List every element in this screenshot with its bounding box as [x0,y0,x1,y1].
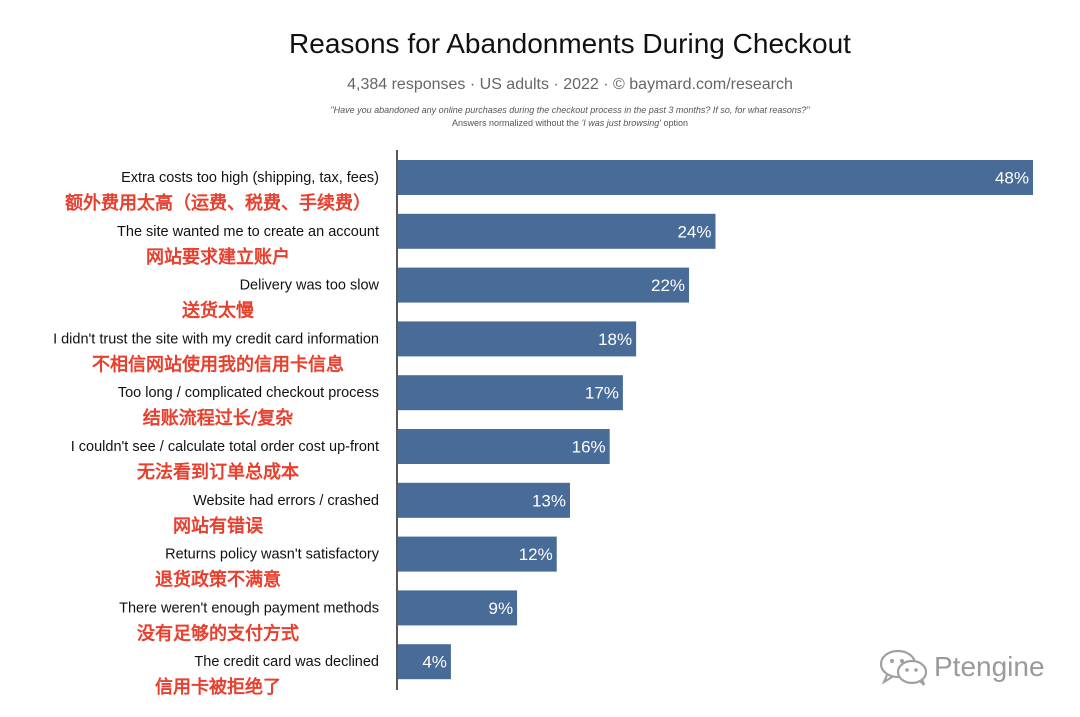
bar [398,482,570,518]
note-emphasis: 'I was just browsing' [581,118,661,128]
bar-value-label: 17% [585,384,619,403]
bar-value-label: 18% [598,330,632,349]
bar-value-label: 24% [677,222,711,241]
category-label: Returns policy wasn't satisfactory [165,547,380,563]
bar-value-label: 22% [651,276,685,295]
chinese-translation-label: 无法看到订单总成本 [137,461,299,483]
bar-value-label: 9% [488,599,513,618]
chinese-translation-label: 退货政策不满意 [155,569,281,591]
bar-value-label: 4% [422,653,447,672]
bar-value-label: 13% [532,491,566,510]
category-label: I didn't trust the site with my credit c… [53,331,379,347]
bar-value-label: 16% [572,438,606,457]
category-label: Extra costs too high (shipping, tax, fee… [121,170,379,186]
bar [398,644,451,680]
bar [398,536,557,572]
category-label: Too long / complicated checkout process [118,385,379,401]
survey-question: "Have you abandoned any online purchases… [330,105,810,115]
category-label: There weren't enough payment methods [119,600,379,616]
bar [398,267,690,303]
chart-subtitle: 4,384 responses · US adults · 2022 · © b… [347,76,793,93]
category-label: The credit card was declined [194,654,379,670]
bar [398,590,518,626]
chinese-translation-label: 送货太慢 [181,300,255,322]
normalization-note: Answers normalized without the 'I was ju… [0,118,1080,128]
chinese-translation-label: 网站有错误 [173,515,264,537]
watermark-text: Ptengine [934,651,1045,682]
chart-title: Reasons for Abandonments During Checkout [289,28,851,59]
chinese-translation-label: 信用卡被拒绝了 [155,676,281,698]
note-prefix: Answers normalized without the [451,118,582,128]
bar [398,375,623,411]
bar-value-label: 12% [519,545,553,564]
bar [398,429,610,464]
chinese-translation-label: 网站要求建立账户 [146,246,290,268]
note-suffix: option [661,118,689,128]
category-label: The site wanted me to create an account [117,224,379,240]
category-label: I couldn't see / calculate total order c… [71,439,379,455]
chinese-translation-label: 结账流程过长/复杂 [143,407,294,429]
category-label: Delivery was too slow [240,278,380,294]
bar-value-label: 48% [995,169,1029,188]
wechat-icon [879,649,928,686]
chinese-translation-label: 没有足够的支付方式 [137,622,299,644]
category-label: Website had errors / crashed [193,493,379,509]
chinese-translation-label: 不相信网站使用我的信用卡信息 [92,353,344,375]
watermark: Ptengine [878,648,1045,686]
bar [398,160,1033,195]
chinese-translation-label: 额外费用太高（运费、税费、手续费） [65,192,371,214]
bar [398,213,716,249]
bar [398,321,637,357]
